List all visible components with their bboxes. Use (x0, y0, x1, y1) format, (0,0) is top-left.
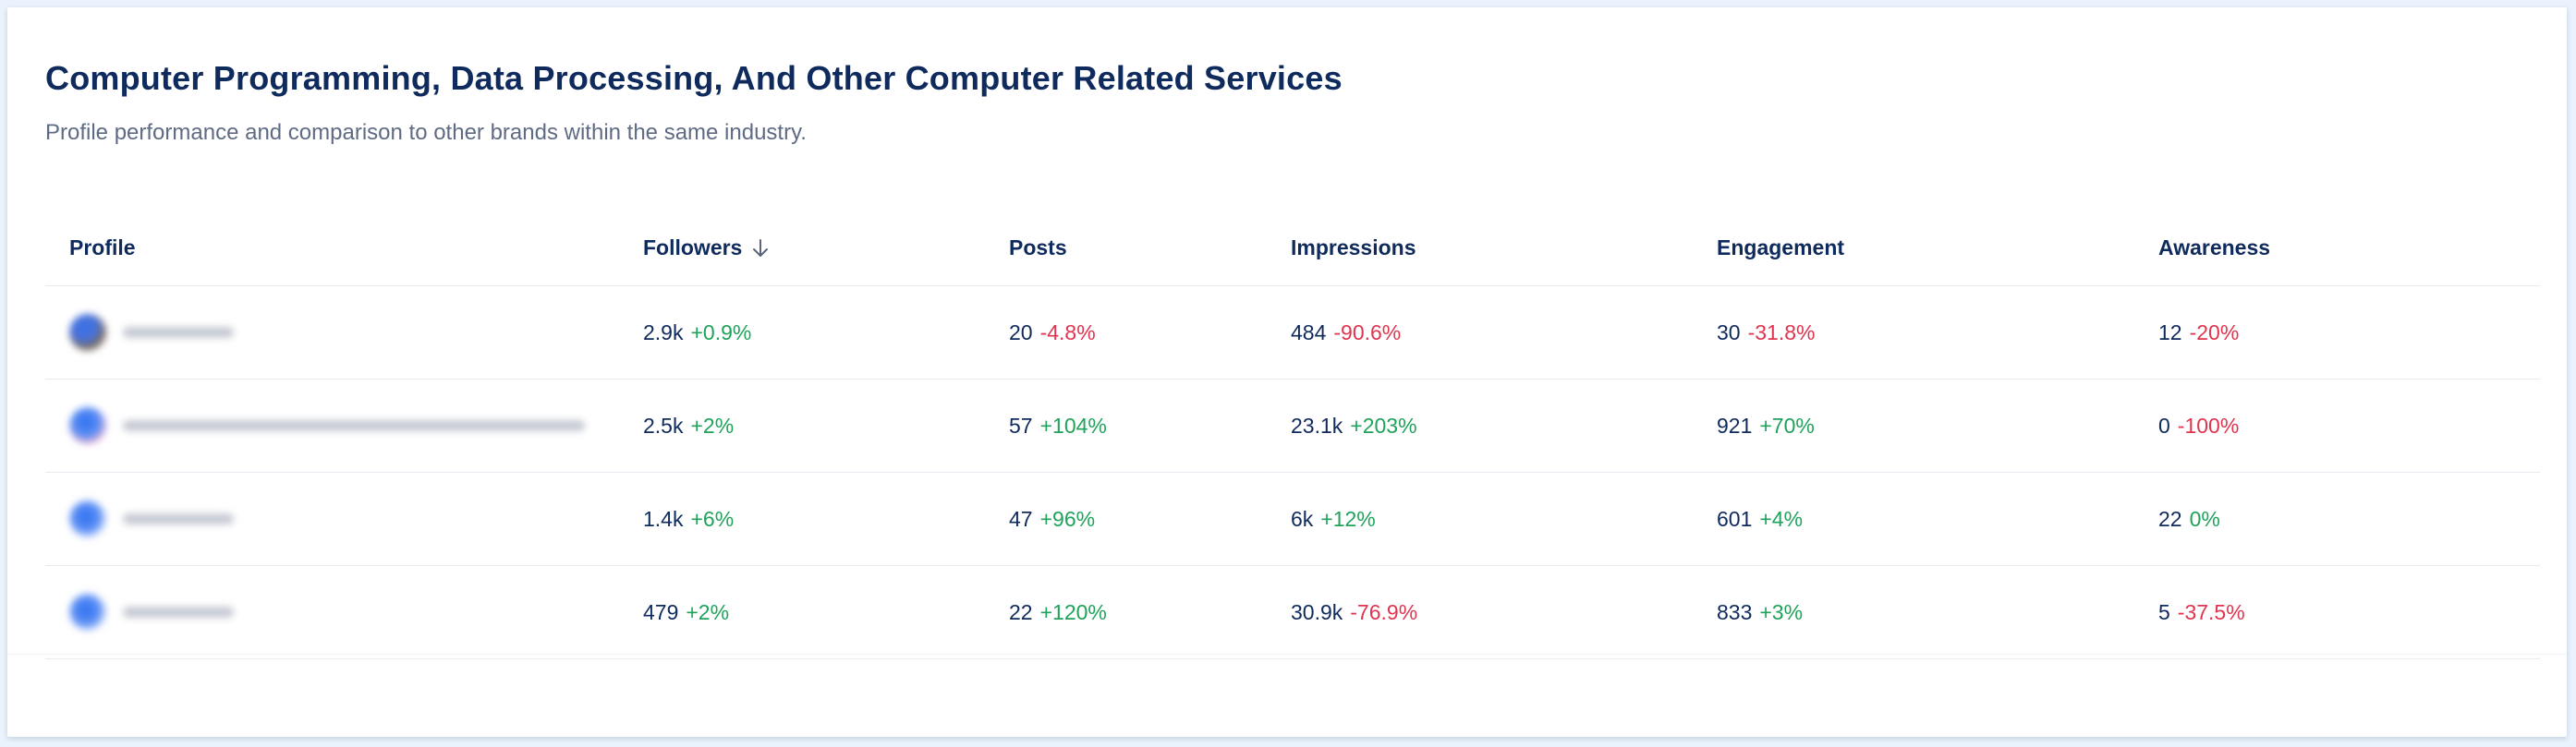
followers-change: +2% (686, 599, 730, 624)
impressions-change: +12% (1320, 506, 1376, 531)
awareness-cell: 22 0% (2158, 473, 2220, 565)
followers-change: +6% (690, 506, 735, 531)
posts-value: 22 (1009, 599, 1033, 624)
awareness-value: 22 (2158, 506, 2182, 531)
card-divider (7, 654, 2567, 655)
posts-change: -4.8% (1039, 319, 1096, 344)
table-row[interactable]: 2.9k +0.9% 20 -4.8% 484 -90.6% 30 -31.8%… (45, 286, 2540, 380)
impressions-value: 6k (1291, 506, 1314, 531)
column-header-followers-label: Followers (643, 235, 743, 259)
impressions-value: 30.9k (1291, 599, 1343, 624)
impressions-cell: 484 -90.6% (1291, 286, 1401, 379)
page-subtitle: Profile performance and comparison to ot… (45, 120, 807, 145)
posts-change: +120% (1039, 599, 1107, 624)
profile-name-blurred (123, 607, 234, 618)
impressions-change: -90.6% (1333, 319, 1402, 344)
table-row[interactable]: 2.5k +2% 57 +104% 23.1k +203% 921 +70% 0… (45, 380, 2540, 473)
awareness-value: 12 (2158, 319, 2182, 344)
engagement-cell: 30 -31.8% (1717, 286, 1815, 379)
engagement-value: 833 (1717, 599, 1753, 624)
table-header-row: Profile Followers Posts Impressions Enga… (45, 211, 2540, 286)
column-header-profile[interactable]: Profile (69, 235, 136, 259)
followers-value: 479 (643, 599, 679, 624)
awareness-cell: 5 -37.5% (2158, 566, 2245, 658)
posts-value: 20 (1009, 319, 1033, 344)
avatar (69, 500, 106, 537)
impressions-cell: 6k +12% (1291, 473, 1376, 565)
comparison-table: Profile Followers Posts Impressions Enga… (45, 211, 2540, 659)
engagement-cell: 601 +4% (1717, 473, 1803, 565)
awareness-cell: 0 -100% (2158, 380, 2239, 472)
awareness-change: -37.5% (2177, 599, 2245, 624)
posts-cell: 57 +104% (1009, 380, 1107, 472)
column-header-posts[interactable]: Posts (1009, 235, 1067, 259)
profile-cell[interactable] (69, 286, 234, 379)
engagement-cell: 833 +3% (1717, 566, 1803, 658)
arrow-down-icon[interactable] (751, 238, 770, 259)
engagement-change: +70% (1759, 413, 1815, 438)
posts-cell: 22 +120% (1009, 566, 1107, 658)
avatar (69, 407, 106, 444)
awareness-value: 5 (2158, 599, 2170, 624)
followers-value: 2.9k (643, 319, 684, 344)
posts-change: +104% (1039, 413, 1107, 438)
industry-comparison-card: Computer Programming, Data Processing, A… (7, 7, 2567, 737)
table-row[interactable]: 1.4k +6% 47 +96% 6k +12% 601 +4% 22 0% (45, 473, 2540, 566)
profile-cell[interactable] (69, 566, 234, 658)
avatar (69, 594, 106, 631)
profile-name-blurred (123, 327, 234, 338)
posts-value: 57 (1009, 413, 1033, 438)
table-row[interactable]: 479 +2% 22 +120% 30.9k -76.9% 833 +3% 5 … (45, 566, 2540, 659)
profile-cell[interactable] (69, 473, 234, 565)
profile-name-blurred (123, 513, 234, 524)
awareness-change: -20% (2189, 319, 2240, 344)
impressions-change: +203% (1350, 413, 1417, 438)
column-header-awareness[interactable]: Awareness (2158, 235, 2271, 259)
followers-change: +0.9% (690, 319, 752, 344)
column-header-impressions[interactable]: Impressions (1291, 235, 1416, 259)
impressions-cell: 23.1k +203% (1291, 380, 1417, 472)
followers-value: 1.4k (643, 506, 684, 531)
followers-cell: 2.5k +2% (643, 380, 734, 472)
followers-cell: 1.4k +6% (643, 473, 734, 565)
followers-cell: 479 +2% (643, 566, 729, 658)
posts-change: +96% (1039, 506, 1096, 531)
page-title: Computer Programming, Data Processing, A… (45, 59, 1343, 97)
posts-cell: 20 -4.8% (1009, 286, 1096, 379)
impressions-value: 23.1k (1291, 413, 1343, 438)
awareness-cell: 12 -20% (2158, 286, 2239, 379)
profile-name-blurred (123, 420, 585, 431)
engagement-change: +4% (1759, 506, 1804, 531)
awareness-value: 0 (2158, 413, 2170, 438)
engagement-change: -31.8% (1747, 319, 1816, 344)
posts-value: 47 (1009, 506, 1033, 531)
avatar (69, 314, 106, 351)
engagement-value: 30 (1717, 319, 1741, 344)
posts-cell: 47 +96% (1009, 473, 1095, 565)
engagement-cell: 921 +70% (1717, 380, 1815, 472)
awareness-change: -100% (2177, 413, 2240, 438)
column-header-followers[interactable]: Followers (643, 211, 770, 285)
engagement-change: +3% (1759, 599, 1804, 624)
awareness-change: 0% (2189, 506, 2220, 531)
followers-value: 2.5k (643, 413, 684, 438)
impressions-change: -76.9% (1350, 599, 1418, 624)
profile-cell[interactable] (69, 380, 585, 472)
followers-cell: 2.9k +0.9% (643, 286, 751, 379)
impressions-cell: 30.9k -76.9% (1291, 566, 1417, 658)
column-header-engagement[interactable]: Engagement (1717, 235, 1845, 259)
engagement-value: 921 (1717, 413, 1753, 438)
engagement-value: 601 (1717, 506, 1753, 531)
impressions-value: 484 (1291, 319, 1327, 344)
followers-change: +2% (690, 413, 735, 438)
